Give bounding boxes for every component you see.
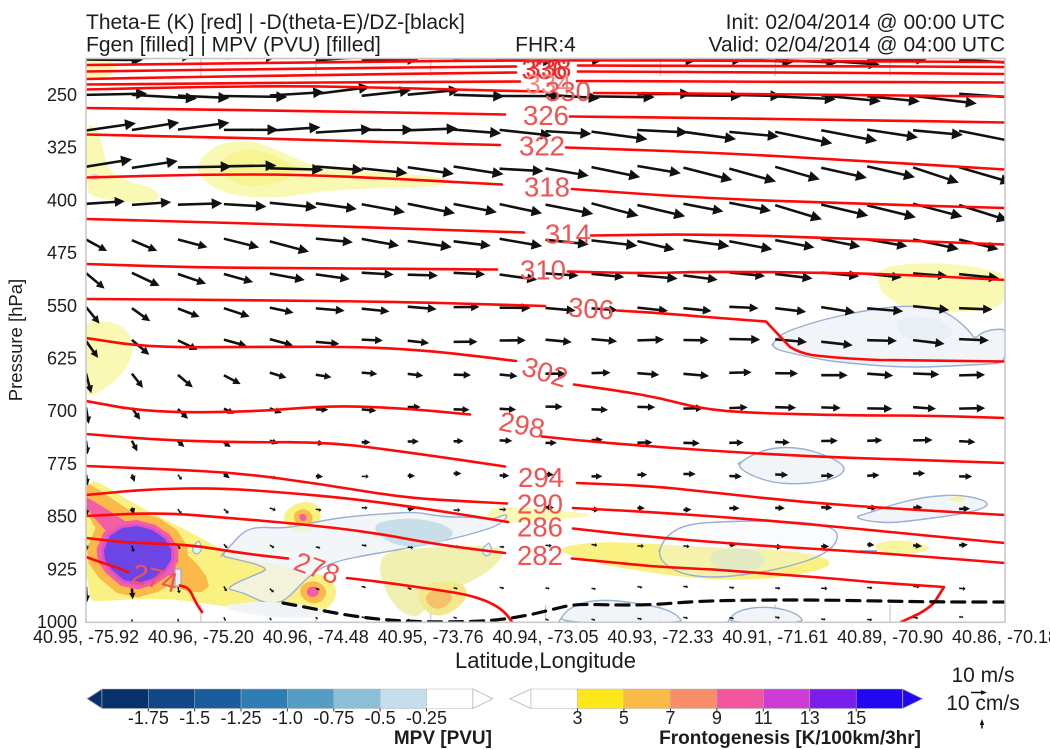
svg-text:-1.25: -1.25 xyxy=(221,708,262,728)
svg-text:310: 310 xyxy=(520,255,566,286)
svg-text:Latitude,Longitude: Latitude,Longitude xyxy=(455,648,636,673)
svg-text:Pressure [hPa]: Pressure [hPa] xyxy=(5,279,26,401)
svg-text:40.91, -71.61: 40.91, -71.61 xyxy=(722,627,828,647)
svg-text:322: 322 xyxy=(519,131,565,162)
svg-text:-0.5: -0.5 xyxy=(365,708,396,728)
svg-text:11: 11 xyxy=(754,708,773,728)
svg-text:925: 925 xyxy=(47,559,77,579)
svg-text:325: 325 xyxy=(47,138,77,158)
svg-text:286: 286 xyxy=(517,512,563,543)
svg-text:282: 282 xyxy=(517,540,563,571)
svg-text:MPV [PVU]: MPV [PVU] xyxy=(394,728,492,749)
svg-text:40.93, -72.33: 40.93, -72.33 xyxy=(607,627,713,647)
svg-text:40.86, -70.18: 40.86, -70.18 xyxy=(952,627,1050,647)
svg-text:40.96, -75.20: 40.96, -75.20 xyxy=(148,627,254,647)
svg-text:5: 5 xyxy=(619,708,629,728)
svg-text:775: 775 xyxy=(47,454,77,474)
svg-text:336: 336 xyxy=(522,54,568,85)
svg-text:40.94, -73.05: 40.94, -73.05 xyxy=(492,627,598,647)
svg-text:314: 314 xyxy=(545,219,591,250)
svg-text:326: 326 xyxy=(523,100,569,131)
svg-text:338: 338 xyxy=(526,53,572,84)
svg-text:40.95, -75.92: 40.95, -75.92 xyxy=(33,627,139,647)
svg-text:-0.75: -0.75 xyxy=(313,708,354,728)
svg-text:250: 250 xyxy=(47,85,77,105)
svg-text:7: 7 xyxy=(665,708,675,728)
svg-text:10 m/s: 10 m/s xyxy=(951,664,1014,687)
svg-text:10 cm/s: 10 cm/s xyxy=(946,692,1020,715)
svg-text:40.89, -70.90: 40.89, -70.90 xyxy=(837,627,943,647)
svg-text:318: 318 xyxy=(524,172,570,203)
svg-text:330: 330 xyxy=(545,76,591,107)
svg-text:FHR:4: FHR:4 xyxy=(515,34,576,57)
svg-text:1000: 1000 xyxy=(37,612,77,632)
svg-text:15: 15 xyxy=(846,708,866,728)
svg-text:-1.5: -1.5 xyxy=(179,708,210,728)
svg-text:9: 9 xyxy=(712,708,722,728)
svg-text:13: 13 xyxy=(800,708,820,728)
svg-text:Valid: 02/04/2014 @ 04:00 UTC: Valid: 02/04/2014 @ 04:00 UTC xyxy=(709,34,1005,57)
svg-text:Frontogenesis [K/100km/3hr]: Frontogenesis [K/100km/3hr] xyxy=(659,728,921,749)
svg-text:850: 850 xyxy=(47,507,77,527)
svg-text:40.96, -74.48: 40.96, -74.48 xyxy=(263,627,369,647)
svg-text:-1.0: -1.0 xyxy=(272,708,303,728)
svg-text:3: 3 xyxy=(572,708,582,728)
svg-text:334: 334 xyxy=(526,69,572,100)
svg-text:-1.75: -1.75 xyxy=(128,708,169,728)
svg-text:400: 400 xyxy=(47,190,77,210)
svg-text:290: 290 xyxy=(517,489,563,520)
svg-text:550: 550 xyxy=(47,296,77,316)
svg-text:700: 700 xyxy=(47,401,77,421)
svg-text:306: 306 xyxy=(567,291,615,325)
svg-text:40.95, -73.76: 40.95, -73.76 xyxy=(378,627,484,647)
svg-text:-0.25: -0.25 xyxy=(406,708,447,728)
svg-text:294: 294 xyxy=(518,462,564,493)
svg-text:625: 625 xyxy=(47,349,77,369)
svg-text:475: 475 xyxy=(47,243,77,263)
svg-text:Fgen [filled] | MPV (PVU) [fil: Fgen [filled] | MPV (PVU) [filled] xyxy=(86,34,381,57)
svg-text:Theta-E (K) [red] | -D(theta-E: Theta-E (K) [red] | -D(theta-E)/DZ-[blac… xyxy=(86,11,465,34)
svg-text:Init: 02/04/2014 @ 00:00 UTC: Init: 02/04/2014 @ 00:00 UTC xyxy=(726,11,1005,34)
